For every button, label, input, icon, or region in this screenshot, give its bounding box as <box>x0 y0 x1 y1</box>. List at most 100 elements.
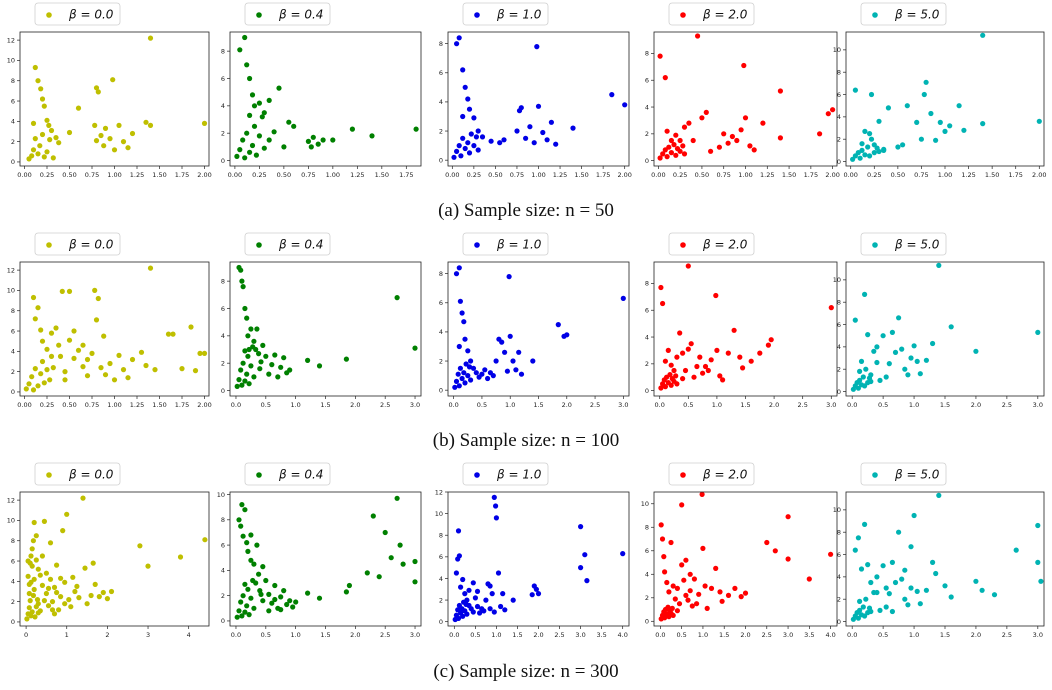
data-point <box>80 495 86 501</box>
y-tick-label: 10 <box>833 276 841 284</box>
x-tick-label: 2.5 <box>762 631 772 639</box>
x-tick-label: 1.0 <box>290 631 300 639</box>
data-point <box>237 47 243 53</box>
data-point <box>454 148 460 154</box>
data-point <box>242 305 248 312</box>
plot-frame <box>447 261 630 397</box>
data-point <box>459 375 465 382</box>
data-point <box>757 350 763 356</box>
x-tick-label: 3.5 <box>596 631 606 639</box>
data-point <box>540 129 546 136</box>
data-point <box>499 339 505 345</box>
data-point <box>32 316 38 322</box>
data-point <box>242 348 248 354</box>
data-point <box>452 384 458 390</box>
x-tick-label: 0.00 <box>17 171 31 179</box>
data-point <box>867 153 873 159</box>
data-point <box>657 53 663 59</box>
scatter-points <box>850 492 1044 622</box>
data-point <box>670 612 676 619</box>
x-tick-label: 1.0 <box>698 631 708 639</box>
data-point <box>39 96 46 102</box>
y-tick-label: 8 <box>439 40 443 48</box>
data-point <box>100 589 106 596</box>
x-tick-label: 0.00 <box>651 171 665 179</box>
data-point <box>473 370 479 376</box>
data-point <box>902 567 908 573</box>
caption-c: (c) Sample size: n = 300 <box>433 661 619 682</box>
x-tick-label: 1.25 <box>760 171 774 179</box>
data-point <box>458 584 464 590</box>
data-point <box>66 337 73 343</box>
y-tick-label: 2 <box>11 368 15 376</box>
data-point <box>876 148 882 155</box>
data-point <box>695 33 701 39</box>
data-point <box>865 332 871 338</box>
x-tick-label: 1.5 <box>719 631 729 639</box>
data-point <box>662 75 668 81</box>
data-point <box>145 563 151 569</box>
x-tick-label: 2.5 <box>380 401 390 409</box>
data-point <box>523 135 529 141</box>
data-point <box>716 144 723 150</box>
data-point <box>38 371 44 377</box>
data-point <box>852 87 859 93</box>
data-point <box>56 607 62 613</box>
data-point <box>80 364 86 370</box>
plot-frame <box>229 31 422 167</box>
data-point <box>899 346 905 352</box>
y-tick-label: 4 <box>439 98 443 106</box>
y-tick-label: 6 <box>439 299 443 307</box>
data-point <box>475 147 481 153</box>
x-tick-label: 1.75 <box>596 171 610 179</box>
data-point <box>535 103 542 109</box>
data-point <box>489 591 495 597</box>
data-point <box>464 611 470 617</box>
x-tick-label: 1.25 <box>553 171 567 179</box>
data-point <box>66 597 72 603</box>
data-point <box>238 367 244 373</box>
data-point <box>188 324 194 330</box>
data-point <box>242 378 248 384</box>
data-point <box>717 589 723 595</box>
y-tick-label: 10 <box>7 57 15 65</box>
scatter-panel: 0.00 0.25 0.50 0.75 1.00 1.25 1.50 1.75 2.00 0 2 4 6… <box>645 2 840 179</box>
data-point <box>502 349 508 355</box>
data-point <box>26 605 32 611</box>
data-point <box>32 366 38 372</box>
x-tick-label: 0.50 <box>488 171 502 179</box>
data-point <box>863 366 869 372</box>
data-point <box>658 284 664 291</box>
data-point <box>857 155 863 161</box>
data-point <box>928 110 934 117</box>
data-point <box>25 558 31 564</box>
data-point <box>275 374 281 380</box>
x-tick-label: 1.75 <box>399 171 413 179</box>
data-point <box>487 606 493 612</box>
data-point <box>948 324 954 330</box>
data-point <box>32 614 38 620</box>
x-tick-label: 4 <box>187 631 191 639</box>
data-point <box>859 147 865 153</box>
data-point <box>248 557 254 563</box>
data-point <box>686 120 692 126</box>
data-point <box>92 287 98 293</box>
x-tick-label: 0.25 <box>867 171 881 179</box>
y-tick-label: 8 <box>439 532 443 540</box>
data-point <box>455 615 462 622</box>
y-tick-label: 4 <box>11 578 15 586</box>
data-point <box>308 144 314 150</box>
data-point <box>905 602 911 608</box>
data-point <box>272 582 278 589</box>
data-point <box>668 539 674 546</box>
data-point <box>961 127 967 133</box>
data-point <box>76 595 82 601</box>
data-point <box>855 535 862 541</box>
data-point <box>53 325 59 331</box>
data-point <box>50 365 56 371</box>
data-point <box>825 111 831 117</box>
y-tick-label: 0 <box>645 618 649 626</box>
data-point <box>657 155 663 161</box>
data-point <box>291 123 297 129</box>
y-tick-label: 2 <box>645 594 649 602</box>
